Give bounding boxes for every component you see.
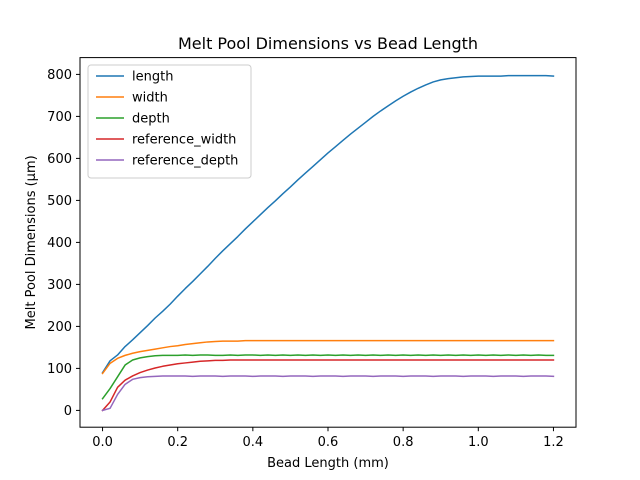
series-line-length bbox=[101, 74, 555, 374]
y-tick-label: 400 bbox=[47, 236, 72, 251]
y-tick-label: 0 bbox=[64, 404, 72, 419]
legend-box bbox=[87, 64, 252, 179]
y-tick-label: 800 bbox=[47, 68, 72, 83]
y-tick-label: 500 bbox=[47, 194, 72, 209]
y-tick-label: 600 bbox=[47, 152, 72, 167]
series-line-depth bbox=[101, 354, 555, 400]
y-tick-label: 300 bbox=[47, 278, 72, 293]
y-axis-ticks: 0 100 200 300 400 500 600 700 800 bbox=[47, 68, 80, 419]
y-tick-label: 100 bbox=[47, 362, 72, 377]
x-axis-ticks: 0.0 0.2 0.4 0.6 0.8 1.0 1.2 bbox=[92, 427, 564, 450]
y-tick-label: 700 bbox=[47, 110, 72, 125]
series-line-width bbox=[101, 339, 555, 375]
series-group bbox=[101, 74, 555, 412]
x-tick-label: 1.2 bbox=[543, 435, 564, 450]
legend-label: reference_depth bbox=[132, 154, 238, 169]
series-line-reference-width bbox=[101, 359, 555, 412]
x-tick-label: 0.8 bbox=[393, 435, 414, 450]
legend: length width depth reference_width reference… bbox=[87, 64, 252, 179]
y-axis-label: Melt Pool Dimensions (µm) bbox=[24, 155, 39, 329]
x-tick-label: 0.0 bbox=[92, 435, 113, 450]
x-tick-label: 0.6 bbox=[318, 435, 339, 450]
legend-label: width bbox=[132, 91, 168, 106]
legend-label: length bbox=[132, 70, 173, 85]
series-line-reference-depth bbox=[101, 375, 555, 412]
chart-title: Melt Pool Dimensions vs Bead Length bbox=[178, 34, 478, 53]
legend-label: depth bbox=[132, 112, 170, 127]
y-tick-label: 200 bbox=[47, 320, 72, 335]
legend-label: reference_width bbox=[132, 133, 236, 148]
x-tick-label: 0.2 bbox=[167, 435, 188, 450]
x-axis-label: Bead Length (mm) bbox=[267, 456, 389, 471]
x-tick-label: 1.0 bbox=[468, 435, 489, 450]
x-tick-label: 0.4 bbox=[243, 435, 264, 450]
